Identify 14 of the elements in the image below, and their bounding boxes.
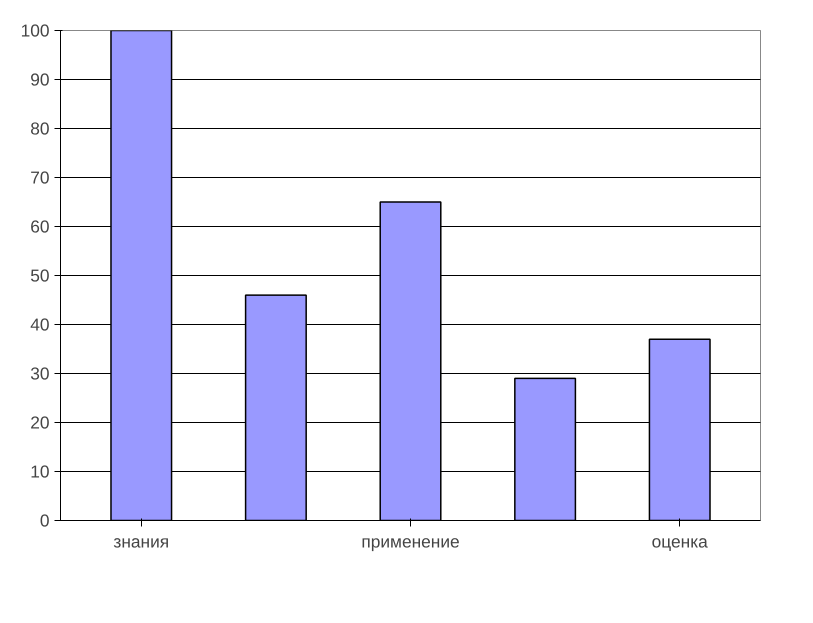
x-tick-label: знания (113, 532, 170, 552)
y-tick-label: 50 (30, 266, 50, 286)
y-tick-label: 10 (30, 462, 50, 482)
y-tick-label: 60 (30, 216, 50, 236)
y-tick-label: 80 (30, 118, 50, 138)
y-tick-label: 90 (30, 70, 50, 90)
y-tick-label: 40 (30, 314, 50, 334)
y-tick-label: 100 (20, 20, 50, 40)
y-tick-label: 30 (30, 364, 50, 384)
x-tick-label: применение (361, 532, 460, 552)
y-tick-label: 20 (30, 412, 50, 432)
x-tick-label: оценка (652, 532, 708, 552)
y-tick-label: 0 (40, 510, 50, 530)
y-tick-label: 70 (30, 168, 50, 188)
